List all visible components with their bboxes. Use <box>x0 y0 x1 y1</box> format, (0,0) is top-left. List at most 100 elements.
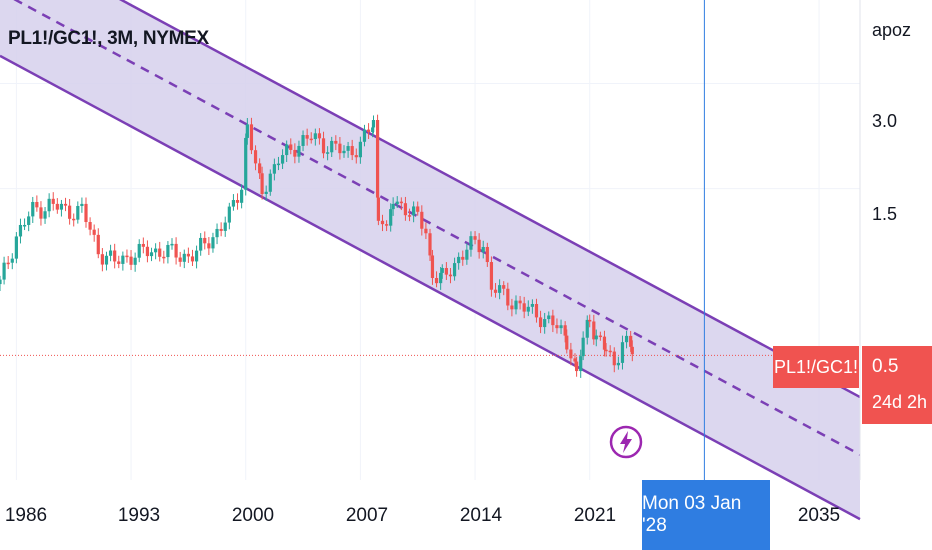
symbol-title[interactable]: PL1!/GC1!, 3M, NYMEX <box>8 28 209 49</box>
candle <box>366 123 371 139</box>
candle <box>321 131 326 159</box>
crosshair-date-label: Mon 03 Jan '28 <box>642 480 770 550</box>
candle <box>514 295 518 315</box>
candle <box>223 216 227 237</box>
candle <box>137 239 141 263</box>
candle <box>581 331 585 361</box>
candle <box>285 140 289 162</box>
candle <box>624 330 629 349</box>
candle <box>14 232 18 264</box>
candle <box>338 136 342 160</box>
candle <box>565 329 569 354</box>
candle <box>31 196 35 223</box>
candle <box>293 143 297 164</box>
candle <box>178 251 182 267</box>
candle <box>384 220 389 232</box>
candle <box>141 237 145 254</box>
candle <box>575 356 579 377</box>
candle <box>469 231 473 257</box>
candle <box>276 156 281 171</box>
candle <box>154 243 158 260</box>
candle <box>6 256 10 270</box>
candle <box>309 132 313 144</box>
candle <box>538 310 543 334</box>
candle <box>158 241 162 262</box>
candle <box>272 158 276 181</box>
candle <box>108 244 113 262</box>
candle <box>473 231 477 245</box>
candle <box>219 222 223 237</box>
candle <box>301 130 305 152</box>
candle <box>72 213 76 227</box>
candle <box>547 311 551 324</box>
candle <box>249 117 254 155</box>
candle <box>440 264 444 279</box>
candle <box>620 335 625 370</box>
candle <box>608 345 612 357</box>
candle <box>260 166 264 200</box>
candle <box>604 343 608 357</box>
candle <box>47 193 51 218</box>
candle <box>330 136 334 158</box>
candle <box>43 207 47 224</box>
candle <box>253 145 258 171</box>
last-price-badge: 0.5 24d 2h <box>862 346 932 424</box>
candle <box>133 252 137 272</box>
candle <box>80 197 84 213</box>
candle <box>430 249 435 285</box>
candle <box>389 203 393 232</box>
candle <box>0 275 2 292</box>
candle <box>530 299 534 314</box>
time-tick-2000: 2000 <box>231 505 275 526</box>
candle <box>92 224 96 242</box>
candle <box>522 296 526 319</box>
candle <box>371 115 376 134</box>
candle <box>380 214 385 232</box>
candle <box>199 233 203 256</box>
channel-lower-line[interactable] <box>0 54 861 521</box>
candle <box>481 240 485 259</box>
candle <box>518 296 522 310</box>
candle <box>2 256 6 285</box>
candle <box>555 318 559 334</box>
candle <box>211 232 215 253</box>
time-tick-1993: 1993 <box>117 505 161 526</box>
candle <box>399 197 403 211</box>
candle <box>235 193 240 210</box>
candle <box>448 267 453 284</box>
candle <box>602 330 607 357</box>
candle <box>489 256 494 297</box>
candle <box>416 201 420 216</box>
candle <box>264 185 268 201</box>
candle <box>585 315 589 345</box>
candle <box>630 340 634 362</box>
candle <box>346 141 350 158</box>
candle <box>457 252 461 270</box>
time-tick-1986: 1986 <box>4 505 48 526</box>
candle <box>403 196 408 221</box>
candle <box>424 222 428 240</box>
candle <box>162 250 166 264</box>
candle <box>534 298 539 323</box>
candle <box>268 169 272 196</box>
candle <box>245 118 249 145</box>
channel-upper-line[interactable] <box>0 0 861 399</box>
candle <box>391 197 395 216</box>
candle <box>215 223 219 245</box>
candle <box>612 347 616 373</box>
candle <box>27 211 31 232</box>
lightning-bolt-icon[interactable] <box>609 425 643 459</box>
candle <box>594 329 598 347</box>
channel-middle-line[interactable] <box>0 0 861 456</box>
time-tick-2007: 2007 <box>345 505 389 526</box>
candle <box>297 140 301 163</box>
candle <box>305 128 309 146</box>
candle <box>461 250 465 266</box>
candle <box>407 208 412 222</box>
candle <box>588 314 592 328</box>
time-tick-2021: 2021 <box>573 505 617 526</box>
candle <box>592 314 596 345</box>
candle <box>543 312 547 334</box>
candle <box>395 196 399 209</box>
